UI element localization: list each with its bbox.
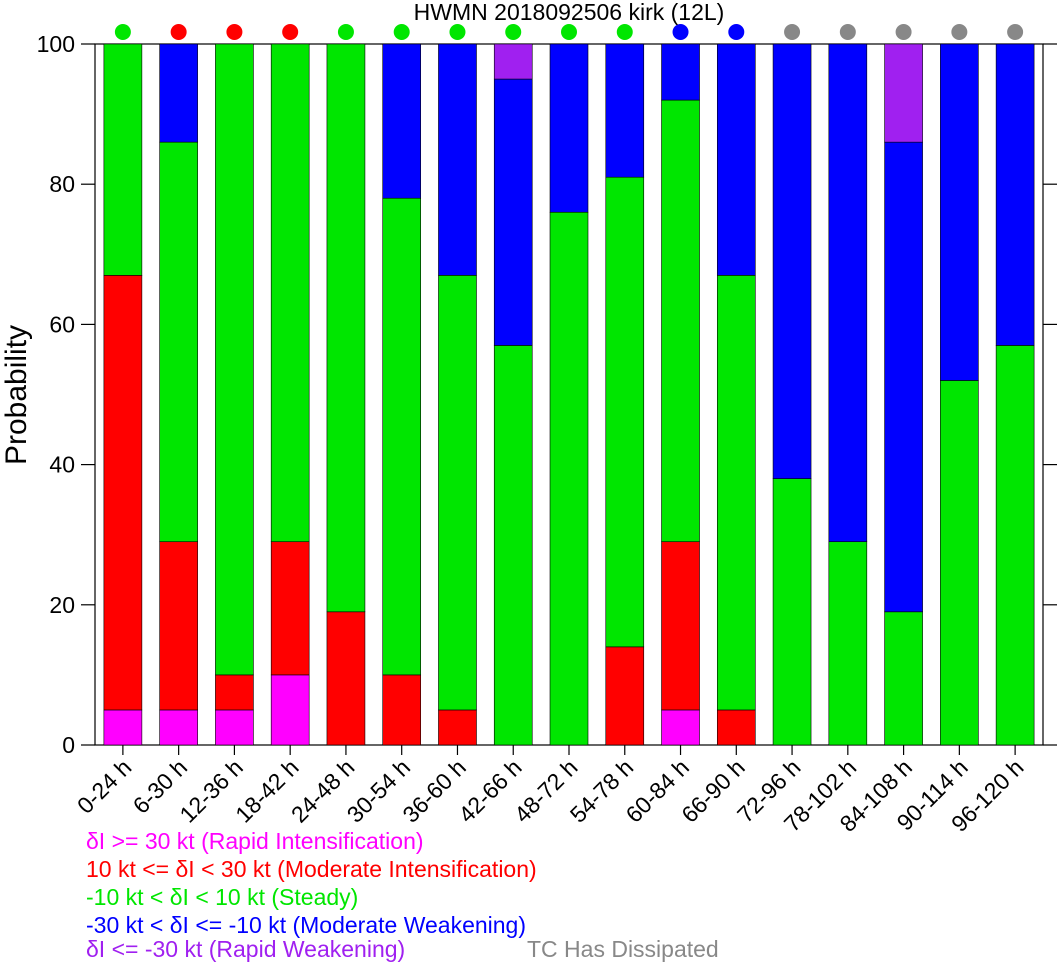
bar-segment	[772, 478, 812, 746]
bar-segment	[438, 709, 477, 746]
bar-segment	[159, 541, 198, 711]
bar-segment	[605, 646, 645, 746]
indicator-dot	[672, 24, 689, 40]
indicator-dot	[1007, 24, 1024, 40]
bar-segment	[159, 709, 198, 746]
indicator-dot	[282, 24, 299, 40]
indicator-dot	[616, 24, 633, 40]
y-axis-label: Probability	[0, 325, 33, 465]
bar-segment	[661, 541, 700, 711]
bar-segment	[215, 674, 254, 711]
bar-segment	[493, 43, 533, 80]
bar-segment	[493, 78, 533, 346]
bar-segment	[884, 43, 923, 143]
bar-segment	[828, 541, 868, 746]
bar-segment	[159, 141, 198, 543]
bar-segment	[270, 43, 310, 543]
bar-segment	[884, 141, 923, 613]
indicator-dot	[839, 24, 856, 40]
x-tick-label: 0-24 h	[72, 754, 137, 819]
y-tick-label: 20	[49, 592, 75, 618]
indicator-dot	[393, 24, 410, 40]
legend-item: 10 kt <= δI < 30 kt (Moderate Intensific…	[86, 856, 537, 882]
bar-segment	[438, 43, 477, 276]
bar-segment	[828, 43, 868, 543]
bar-segment	[605, 176, 645, 648]
bar-segment	[103, 275, 143, 711]
bar-segment	[716, 709, 756, 746]
bar-segment	[940, 43, 979, 381]
y-tick-label: 0	[62, 732, 75, 758]
indicator-dot	[449, 24, 466, 40]
bar-segment	[661, 99, 700, 543]
indicator-dot	[170, 24, 187, 40]
bar-segment	[382, 674, 422, 746]
y-tick-label: 100	[37, 31, 75, 57]
bar-segment	[326, 611, 366, 746]
indicator-dot	[226, 24, 243, 40]
bar-segment	[772, 43, 812, 479]
indicator-dot	[114, 24, 131, 40]
y-tick-label: 60	[49, 311, 75, 337]
bar-segment	[215, 709, 254, 746]
chart-title: HWMN 2018092506 kirk (12L)	[414, 0, 725, 25]
indicator-dot	[728, 24, 745, 40]
bar-segment	[940, 380, 979, 746]
y-tick-label: 80	[49, 171, 75, 197]
bar-segment	[382, 43, 422, 199]
bar-segment	[995, 345, 1035, 746]
indicator-dot	[337, 24, 354, 40]
bar-segment	[438, 275, 477, 711]
bar-segment	[103, 43, 143, 276]
indicator-dot	[505, 24, 522, 40]
bar-segment	[159, 43, 198, 143]
bar-segment	[270, 674, 310, 746]
bar-segment	[549, 43, 589, 213]
bar-segment	[549, 211, 589, 746]
legend-item: δI <= -30 kt (Rapid Weakening)	[86, 936, 406, 962]
bar-segment	[326, 43, 366, 613]
indicator-dot	[895, 24, 912, 40]
bar-segment	[995, 43, 1035, 346]
y-tick-label: 40	[49, 452, 75, 478]
bar-segment	[493, 345, 533, 746]
legend-item: δI >= 30 kt (Rapid Intensification)	[86, 828, 424, 854]
bar-segment	[605, 43, 645, 178]
bar-segment	[884, 611, 923, 746]
bar-segment	[661, 43, 700, 101]
bar-segment	[661, 709, 700, 746]
legend-item: -30 kt < δI <= -10 kt (Moderate Weakenin…	[86, 912, 527, 938]
legend-dissipated-note: TC Has Dissipated	[527, 936, 719, 962]
bar-segment	[382, 197, 422, 676]
bar-segment	[270, 541, 310, 676]
bar-segment	[716, 43, 756, 276]
bar-segment	[215, 43, 254, 676]
indicator-dot	[951, 24, 968, 40]
indicator-dot	[561, 24, 577, 40]
legend-item: -10 kt < δI < 10 kt (Steady)	[86, 884, 359, 910]
bar-segment	[103, 709, 143, 746]
indicator-dot	[784, 24, 801, 40]
bar-segment	[716, 275, 756, 711]
